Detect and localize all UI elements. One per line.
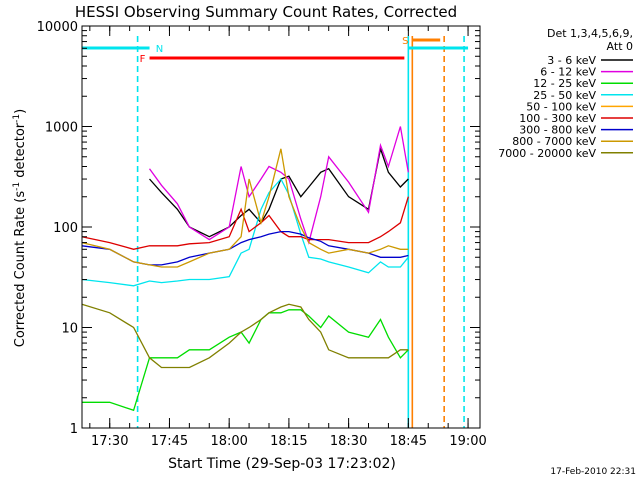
series-line	[81, 148, 409, 268]
flag-label-F: F	[140, 54, 146, 65]
legend-label: 800 - 7000 keV	[512, 135, 596, 148]
series-lines	[81, 126, 409, 412]
flag-label-N: N	[156, 44, 163, 55]
legend-label: 3 - 6 keV	[547, 54, 596, 67]
legend-header-2: Att 0	[607, 40, 633, 53]
legend-label: 100 - 300 keV	[519, 112, 596, 125]
legend-label: 300 - 800 keV	[519, 124, 596, 137]
x-tick-label: 19:00	[449, 434, 486, 449]
series-line	[81, 303, 409, 369]
x-axis-label: Start Time (29-Sep-03 17:23:02)	[168, 456, 396, 472]
x-tick-label: 18:15	[270, 434, 307, 449]
y-tick-label: 1	[70, 422, 78, 437]
legend-label: 6 - 12 keV	[540, 66, 596, 79]
legend-label: 50 - 100 keV	[526, 100, 596, 113]
y-tick-label: 10	[61, 322, 78, 337]
legend-label: 7000 - 20000 keV	[498, 147, 596, 160]
legend-label: 25 - 50 keV	[533, 89, 596, 102]
y-axis-label: Corrected Count Rate (s-1 detector-1)	[12, 109, 28, 347]
x-tick-label: 17:30	[91, 434, 128, 449]
x-tick-label: 17:45	[151, 434, 188, 449]
x-tick-label: 18:30	[330, 434, 367, 449]
y-axis: 1 10 100 1000 10000	[37, 20, 480, 437]
legend-label: 12 - 25 keV	[533, 77, 596, 90]
series-line	[81, 177, 409, 287]
series-line	[81, 196, 409, 250]
series-line	[81, 309, 409, 412]
y-tick-label: 10000	[37, 20, 78, 35]
plot-frame	[81, 25, 481, 429]
y-tick-label: 1000	[45, 121, 78, 136]
timestamp: 17-Feb-2010 22:31	[550, 467, 636, 477]
y-tick-label: 100	[53, 221, 78, 236]
chart-title: HESSI Observing Summary Count Rates, Cor…	[75, 3, 457, 21]
flag-lines: NF S	[81, 36, 469, 428]
x-tick-label: 18:00	[210, 434, 247, 449]
x-axis: 17:30 17:45 18:00 18:15 18:30 18:45 19:00	[89, 26, 487, 449]
x-tick-label: 18:45	[390, 434, 427, 449]
flag-label-S: S	[402, 36, 408, 47]
legend-header-1: Det 1,3,4,5,6,9,	[547, 27, 633, 40]
